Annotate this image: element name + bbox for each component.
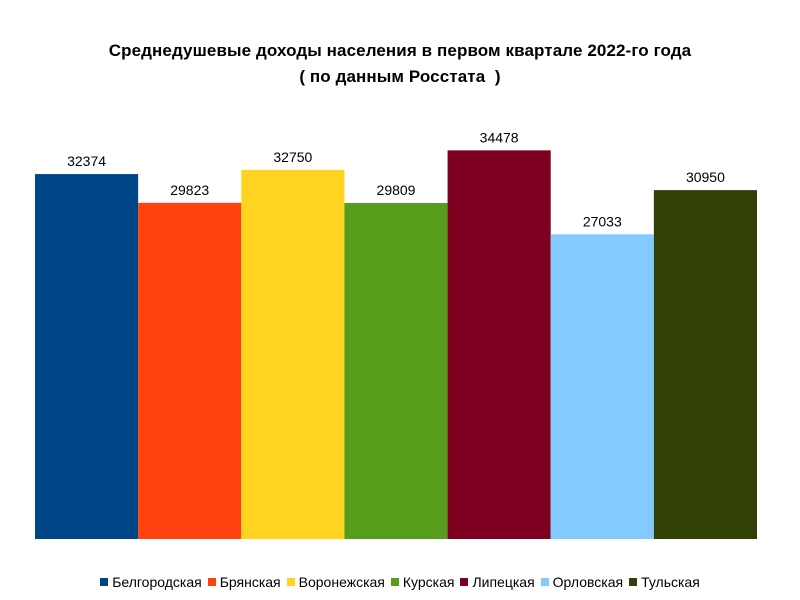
bar-3: [241, 169, 345, 539]
legend-swatch: [540, 578, 549, 586]
chart-subtitle: ( по данным Росстата ): [299, 67, 501, 86]
legend-label: Орловская: [552, 574, 624, 590]
legend-item-6: Орловская: [540, 574, 624, 590]
legend-item-2: Брянская: [207, 574, 281, 590]
legend-label: Тульская: [641, 574, 700, 590]
bar-value-label-2: 29823: [170, 182, 209, 198]
bar-1: [35, 174, 139, 539]
bar-value-label-3: 32750: [273, 149, 312, 165]
chart-legend: Белгородская Брянская Воронежская Курская Ли…: [0, 574, 800, 590]
bar-4: [344, 202, 448, 540]
legend-item-7: Тульская: [629, 574, 700, 590]
bar-value-label-4: 29809: [377, 182, 416, 198]
legend-swatch: [207, 578, 216, 586]
bar-7: [653, 190, 757, 539]
legend-item-4: Курская: [390, 574, 455, 590]
legend-item-5: Липецкая: [460, 574, 535, 590]
bar-6: [550, 234, 654, 539]
legend-label: Липецкая: [472, 574, 535, 590]
bar-value-label-1: 32374: [67, 153, 106, 169]
legend-swatch: [629, 578, 638, 586]
chart-title: Среднедушевые доходы населения в первом …: [108, 41, 692, 60]
legend-swatch: [390, 578, 399, 586]
bar-value-label-5: 34478: [480, 129, 519, 145]
legend-swatch: [100, 578, 109, 586]
legend-label: Белгородская: [112, 574, 202, 590]
legend-label: Брянская: [219, 574, 281, 590]
bar-5: [447, 150, 551, 540]
legend-swatch: [460, 578, 469, 586]
bar-2: [138, 202, 242, 539]
legend-label: Воронежская: [298, 574, 385, 590]
legend-item-1: Белгородская: [100, 574, 202, 590]
bar-value-label-7: 30950: [686, 169, 725, 185]
legend-swatch: [286, 578, 295, 586]
bar-chart: 32374 29823 32750 29809 34478 27033 30950: [35, 129, 757, 540]
chart-title-block: Среднедушевые доходы населения в первом …: [0, 38, 800, 90]
bar-value-label-6: 27033: [583, 213, 622, 229]
legend-label: Курская: [402, 574, 455, 590]
legend-item-3: Воронежская: [286, 574, 385, 590]
